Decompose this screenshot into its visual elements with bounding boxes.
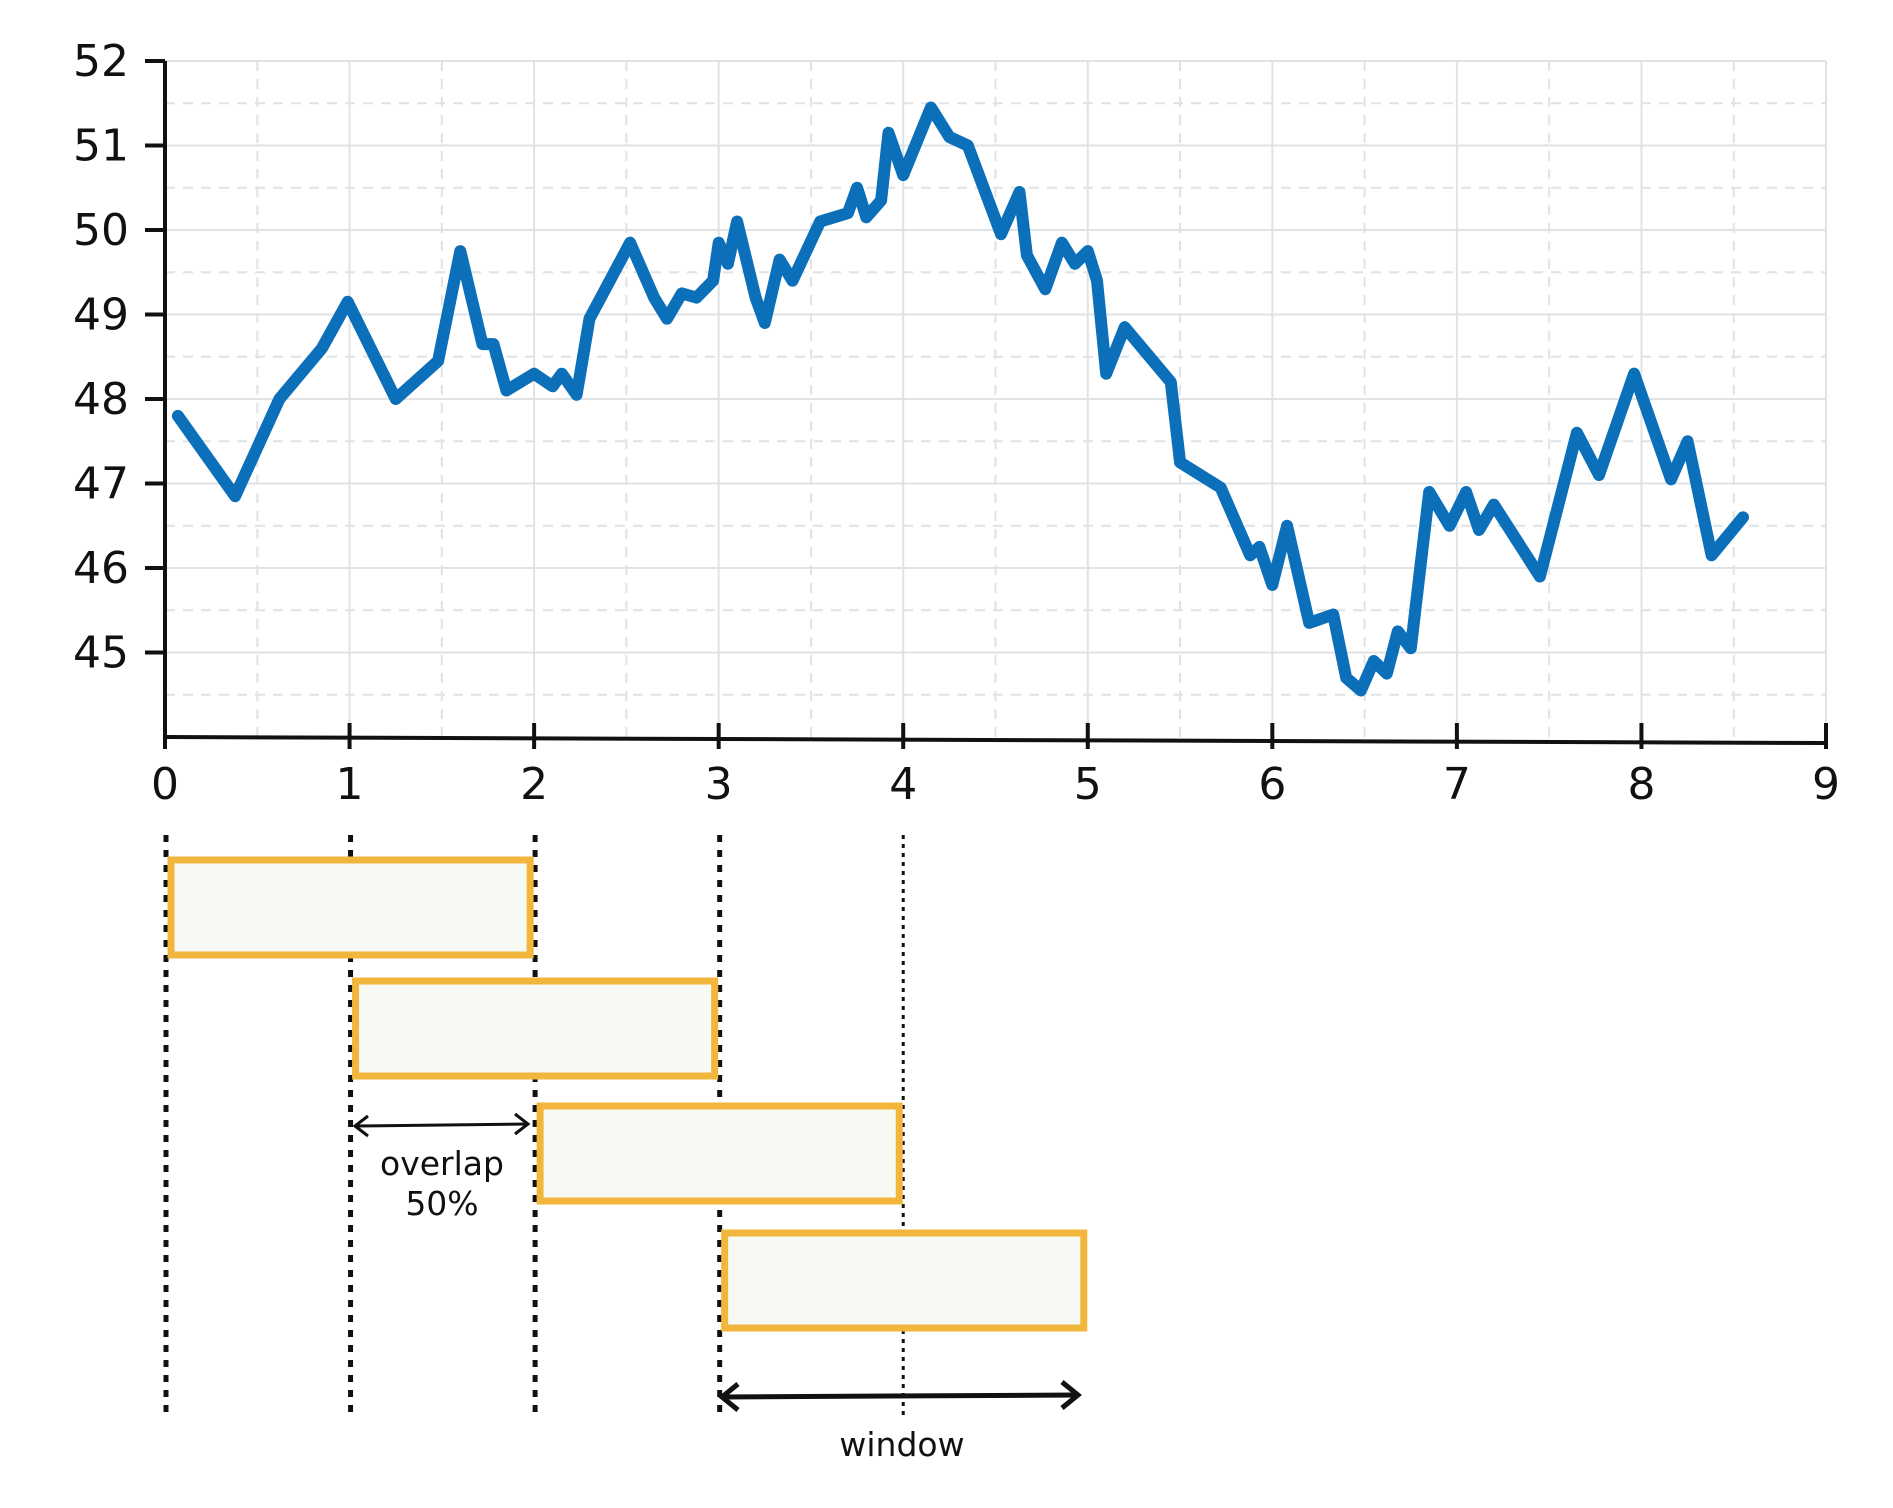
y-tick-label: 52 [73, 36, 129, 87]
x-tick-label: 8 [1627, 759, 1655, 810]
overlap-arrow [352, 1112, 531, 1138]
x-axis-line [164, 735, 1827, 745]
window-box [721, 1229, 1088, 1332]
series [171, 101, 1749, 697]
y-tick-label: 48 [73, 374, 129, 425]
x-tick-label: 1 [336, 759, 364, 810]
windows [167, 856, 1088, 1332]
window-box [167, 856, 534, 959]
grid [165, 60, 1827, 737]
series-line [171, 101, 1749, 697]
annotations: overlap 50% window [352, 1112, 1082, 1464]
tick-marks [145, 59, 1828, 749]
x-tick-label: 2 [520, 759, 548, 810]
window-arrow [718, 1380, 1082, 1412]
x-tick-label: 9 [1812, 759, 1840, 810]
y-tick-label: 45 [73, 628, 129, 679]
y-tick-label: 46 [73, 543, 129, 594]
x-tick-label: 7 [1443, 759, 1471, 810]
y-tick-label: 47 [73, 459, 129, 510]
x-tick-label: 0 [151, 759, 179, 810]
overlap-percent-label: 50% [405, 1184, 478, 1223]
window-label: window [839, 1425, 964, 1464]
y-tick-label: 51 [73, 121, 129, 172]
y-tick-label: 50 [73, 205, 129, 256]
x-tick-label: 6 [1258, 759, 1286, 810]
y-tick-label: 49 [73, 290, 129, 341]
x-tick-label: 5 [1074, 759, 1102, 810]
x-tick-label: 4 [889, 759, 917, 810]
window-box [352, 977, 719, 1080]
window-box [536, 1102, 903, 1205]
x-tick-label: 3 [705, 759, 733, 810]
overlap-label: overlap [380, 1144, 504, 1183]
